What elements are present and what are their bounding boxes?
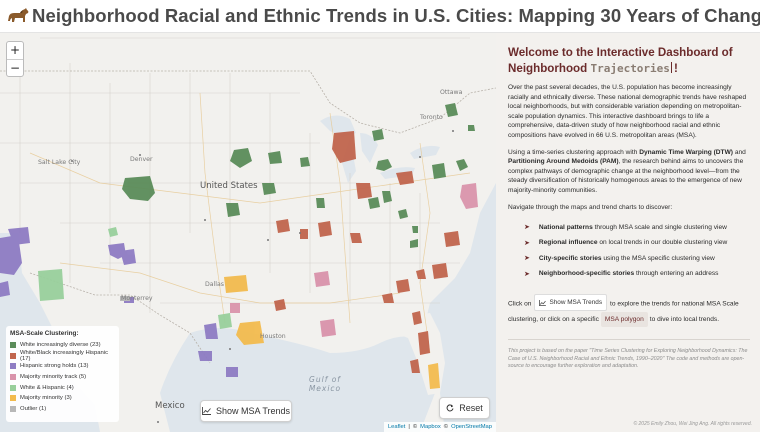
inline-button-label: Show MSA Trends <box>549 299 603 306</box>
list-item: ➤ National patterns through MSA scale and… <box>524 221 750 234</box>
zoom-control: + − <box>6 41 24 77</box>
label-city: Toronto <box>420 114 443 121</box>
legend-label: White & Hispanic (4) <box>20 384 74 391</box>
legend-label: Hispanic strong holds (13) <box>20 363 89 370</box>
label-gulf-of-mexico: Gulf of Mexico <box>308 375 342 393</box>
welcome-heading: Welcome to the Interactive Dashboard of … <box>508 45 750 77</box>
item-text: through MSA scale and single clustering … <box>592 223 727 231</box>
welcome-line1: Welcome to the Interactive Dashboard of <box>508 46 733 59</box>
info-panel: Welcome to the Interactive Dashboard of … <box>496 33 760 432</box>
legend-item: Majority minority (3) <box>10 393 116 404</box>
legend-label: Majority minority (3) <box>20 395 72 402</box>
legend-item: Majority minority track (5) <box>10 372 116 383</box>
method-text: Using a time-series clustering approach … <box>508 148 640 156</box>
reset-button[interactable]: Reset <box>439 397 490 419</box>
click-text: Click on <box>508 300 532 308</box>
zoom-out-button[interactable]: − <box>7 59 23 76</box>
line-chart-icon <box>539 299 547 306</box>
legend-item: White & Hispanic (4) <box>10 382 116 393</box>
arrow-right-icon: ➤ <box>524 270 530 278</box>
legend-swatch <box>10 384 16 391</box>
osm-link[interactable]: OpenStreetMap <box>451 424 492 430</box>
legend-label: Outlier (1) <box>20 405 47 412</box>
welcome-line2-prefix: Neighborhood <box>508 62 588 76</box>
label-united-states: United States <box>200 181 258 191</box>
legend-title: MSA-Scale Clustering: <box>10 330 79 337</box>
list-item: ➤ Regional influence on local trends in o… <box>524 236 750 249</box>
show-msa-trends-label: Show MSA Trends <box>215 406 291 416</box>
method-text: , the research behind aims to uncovers t… <box>508 158 744 194</box>
list-item: ➤ City-specific stories using the MSA spe… <box>524 252 750 265</box>
page-title: Neighborhood Racial and Ethnic Trends in… <box>32 5 760 26</box>
leaflet-link[interactable]: Leaflet <box>387 424 406 430</box>
copyright-text: © 2025 Emily Zhou, Wei Jing Ang. All rig… <box>633 421 752 427</box>
label-city: Ottawa <box>440 89 463 96</box>
click-instructions: Click on Show MSA Trends to explore the tr… <box>508 294 750 328</box>
item-bold: Neighborhood-specific stories <box>538 270 635 277</box>
arrow-right-icon: ➤ <box>524 255 530 262</box>
label-city: Salt Lake City <box>38 159 81 166</box>
navigate-text: Navigate through the maps and trend char… <box>508 204 673 212</box>
map-view[interactable]: United States Mexico Gulf of Mexico Salt… <box>0 33 496 432</box>
list-item: ➤ Neighborhood-specific stories through e… <box>524 267 750 280</box>
map-attribution: Leaflet | © Mapbox © OpenStreetMap <box>383 422 496 432</box>
horse-logo-icon <box>6 6 30 26</box>
show-msa-trends-button[interactable]: Show MSA Trends <box>200 400 292 422</box>
arrow-right-icon: ➤ <box>524 224 530 231</box>
legend-swatch <box>10 395 16 402</box>
legend-swatch <box>10 363 16 370</box>
header-bar: Neighborhood Racial and Ethnic Trends in… <box>0 0 760 33</box>
inline-show-msa-trends-button[interactable]: Show MSA Trends <box>534 294 608 312</box>
legend-swatch <box>10 352 16 359</box>
item-text: through entering an address <box>634 270 719 277</box>
method-text: and <box>733 148 746 156</box>
discover-list: ➤ National patterns through MSA scale and… <box>508 221 750 281</box>
legend-item: White increasingly diverse (23) <box>10 340 116 351</box>
legend-label: Majority minority track (5) <box>20 374 87 381</box>
item-bold: City-specific stories <box>538 254 602 262</box>
legend-swatch <box>10 374 16 381</box>
label-city: Houston <box>260 333 286 340</box>
legend-swatch <box>10 342 16 349</box>
legend-swatch <box>10 405 16 412</box>
item-text: on local trends in our double clustering… <box>597 239 728 246</box>
attribution-separator: | <box>408 424 410 430</box>
legend-item: Outlier (1) <box>10 404 116 415</box>
intro-paragraph: Over the past several decades, the U.S. … <box>508 84 747 139</box>
mapbox-link[interactable]: Mapbox <box>420 424 441 430</box>
paper-note: This project is based on the paper "Time… <box>508 348 748 369</box>
label-mexico: Mexico <box>155 401 185 411</box>
refresh-icon <box>446 404 454 412</box>
welcome-suffix: ! <box>673 62 678 76</box>
divider <box>508 339 750 341</box>
typing-text: Trajectories <box>590 62 670 76</box>
click-text: to explore the trends for national MSA S… <box>508 300 739 323</box>
item-bold: Regional influence <box>538 239 598 246</box>
method-dtw: Dynamic Time Warping (DTW) <box>639 148 733 156</box>
arrow-right-icon: ➤ <box>524 239 530 247</box>
legend-label: White/Black increasingly Hispanic (17) <box>20 349 109 362</box>
msa-polygon-badge: MSA polygon <box>600 311 648 328</box>
method-paragraph: Using a time-series clustering approach … <box>508 148 750 195</box>
click-text: to dive into local trends. <box>649 315 720 323</box>
attribution-copyright: © <box>443 424 449 430</box>
label-city: Dallas <box>205 281 225 288</box>
line-chart-icon <box>202 407 211 415</box>
legend-label: White increasingly diverse (23) <box>20 342 101 349</box>
typing-cursor <box>670 62 672 74</box>
reset-label: Reset <box>459 403 483 413</box>
attribution-copyright: © <box>412 424 418 430</box>
label-city: Monterrey <box>121 295 153 302</box>
item-text: using the MSA specific clustering view <box>601 254 715 262</box>
map-legend: MSA-Scale Clustering: White increasingly… <box>6 326 119 422</box>
label-city: Denver <box>130 156 153 163</box>
item-bold: National patterns <box>538 223 593 231</box>
legend-item: White/Black increasingly Hispanic (17) <box>10 349 116 362</box>
zoom-in-button[interactable]: + <box>9 43 21 57</box>
legend-item: Hispanic strong holds (13) <box>10 361 116 372</box>
method-pam: Partitioning Around Medoids (PAM) <box>508 158 619 166</box>
